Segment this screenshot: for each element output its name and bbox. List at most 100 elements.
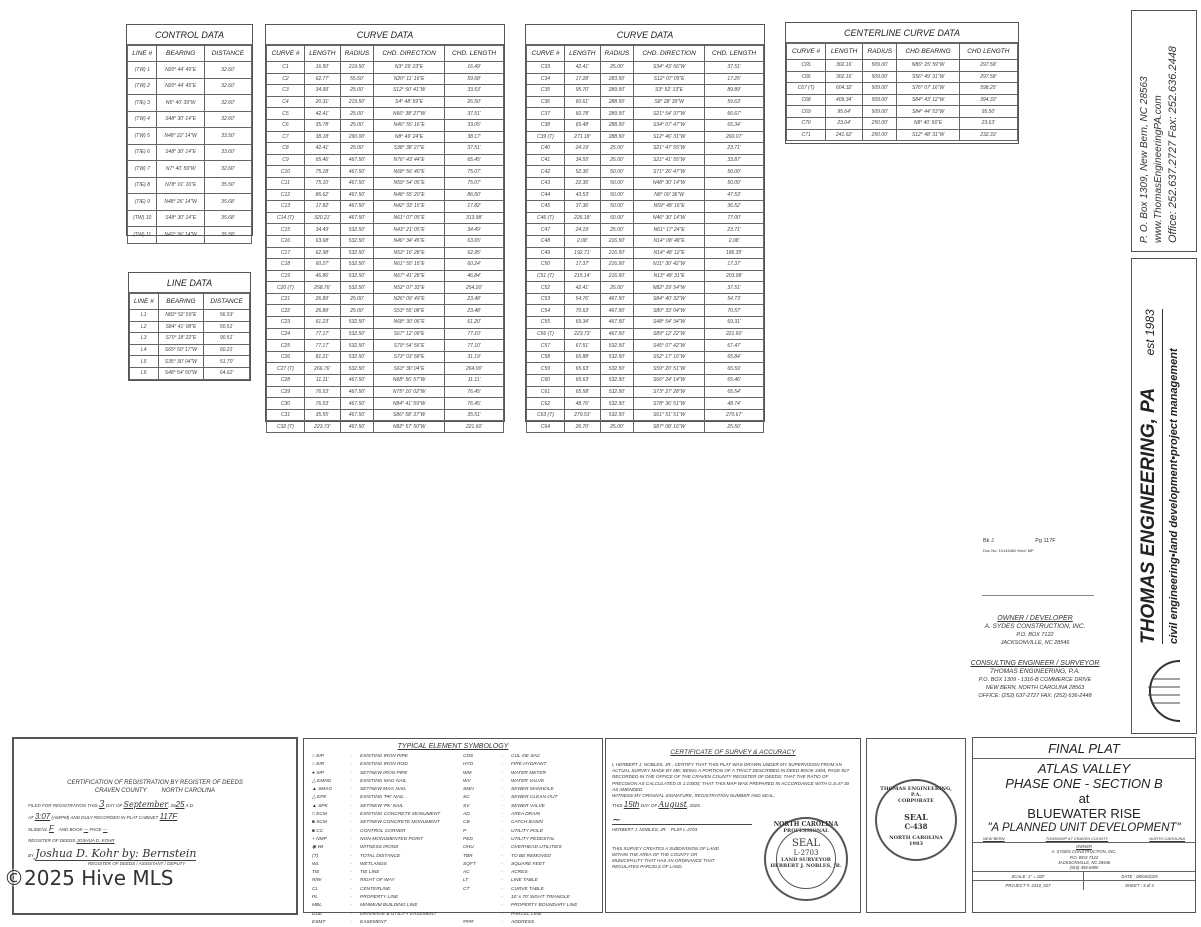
table-row: C24 77.17' 532.50' S67° 12' 09"E 77.10' (266, 327, 504, 341)
table-cell: 532.50' (339, 350, 375, 364)
table-cell: S61° 51' 51"W (633, 408, 706, 422)
column-header: CURVE # (785, 43, 827, 60)
table-row: C68 409.34' 509.00' S84° 43' 12"W 394.33' (785, 93, 1019, 107)
curve-data-table-2: CURVE DATA CURVE # LENGTH RADIUS CHD. DIRECT… (525, 24, 765, 433)
table-cell: 50.00' (599, 165, 635, 178)
table-cell: 32.60' (203, 61, 253, 79)
table-cell: 11.11' (303, 374, 341, 387)
table-cell: 279.53' (563, 408, 601, 422)
at-label: AT (28, 815, 34, 820)
symbol-code: LT (463, 878, 469, 884)
table-cell: L3 (129, 332, 159, 345)
symbol-description: EXISTING CONCRETE MONUMENT (360, 812, 441, 818)
table-cell: 25.00' (599, 61, 635, 74)
scale: SCALE: 1" = 100' (973, 872, 1084, 882)
table-cell: N46° 55' 16"E (373, 118, 446, 132)
table-cell: 77.17' (303, 339, 341, 352)
table-cell: (TIE) 6 (126, 143, 158, 161)
table-cell: 75.07' (444, 165, 504, 178)
location-city: NEW BERN (983, 836, 1005, 841)
table-row: C6 35.78' 25.00' N46° 55' 16"E 33.05' (266, 118, 504, 132)
column-header: DISTANCE (203, 293, 250, 310)
table-cell: S73° 03' 58"E (373, 350, 446, 364)
table-cell: 65.34' (704, 118, 764, 132)
table-row: C59 65.63' 532.50' S59° 20' 51"W 65.59' (526, 362, 764, 376)
table-cell: N68° 30' 06"E (373, 316, 446, 329)
table-cell: C55 (526, 316, 565, 329)
table-cell: 297.58' (958, 70, 1019, 84)
table-row: C30 76.53' 467.50' N84° 41' 59"W 76.45' (266, 397, 504, 410)
table-cell: C40 (526, 142, 565, 155)
table-cell: N6° 40' 39"W (156, 94, 205, 112)
table-cell: 35.68' (203, 209, 253, 227)
table-cell: C1 (266, 61, 305, 74)
symbol-description: AREA DRAIN (511, 812, 541, 818)
column-header: CHD BEARING (896, 43, 960, 60)
table-cell: C26 (266, 350, 305, 364)
table-row: C35 95.70' 289.50' S3° 52' 13"E 89.89' (526, 84, 764, 97)
table-cell: C34 (526, 72, 565, 86)
table-cell: 50.00' (599, 200, 635, 213)
table-cell: 509.00' (862, 59, 898, 72)
symbol-description: WETLANDS (360, 861, 387, 867)
signer-name: HERBERT J. NOBLES, JR. - PLS# L-2703 (612, 827, 698, 833)
table-cell: S48° 54' 34"W (633, 316, 706, 329)
location-state: NORTH CAROLINA (1149, 836, 1185, 841)
table-cell: 17.37' (563, 258, 601, 271)
table-cell: 37.51' (444, 142, 504, 155)
table-row: L1 N83° 52' 59"E 56.53' (129, 309, 250, 322)
table-cell: S48° 54' 50"W (157, 366, 205, 380)
table-cell: N59° 48' 16"E (633, 200, 706, 213)
table-cell: 95.50' (958, 105, 1019, 118)
seal-state: NORTH CAROLINA (889, 835, 943, 841)
watermark: ©2025 Hive MLS (4, 866, 174, 890)
table-cell: N48° 55' 20"E (373, 188, 446, 202)
table-row: C65 302.16' 509.00' N86° 25' 59"W 297.58' (785, 59, 1019, 72)
table-cell: C57 (526, 339, 565, 352)
slide-label: SLIDE/VL (28, 827, 48, 832)
table-cell: C61 (526, 385, 565, 399)
table-cell: 203.98' (704, 269, 764, 283)
table-cell: 17.82' (444, 200, 504, 213)
at-label: at (1078, 791, 1090, 806)
symbol-description: MINIMUM BUILDING LINE (360, 903, 418, 909)
table-cell: 70.63' (563, 304, 601, 318)
table-cell: 77.10' (444, 327, 504, 341)
table-cell: 61.20' (444, 316, 504, 329)
table-cell: N3° 29' 23"E (373, 61, 446, 74)
table-row: (TW) 1 N20° 44' 49"E 32.60' (126, 61, 253, 79)
table-cell: 66.67' (704, 107, 764, 120)
owner-address2: JACKSONVILLE, NC 28546 (1057, 859, 1111, 865)
certificate-witness: WITNESS MY ORIGINAL SIGNATURE, REGISTRAT… (612, 793, 775, 799)
table-cell: 192.71' (563, 246, 601, 260)
table-cell: 288.50' (599, 130, 635, 144)
table-cell: 223.73' (563, 327, 601, 341)
table-cell: 32.60' (203, 94, 253, 112)
table-cell: 70.57' (704, 304, 764, 318)
symbol-code: △ EMNG (312, 778, 332, 784)
table-cell: C9 (266, 153, 305, 167)
table-cell: 232.33' (958, 128, 1019, 142)
symbol-description: ADDRESS (511, 919, 535, 925)
table-cell: C16 (266, 234, 305, 248)
symbol-code: + NMP (312, 836, 327, 842)
filed-time: 3:07 (34, 812, 51, 821)
table-cell: N59° 54' 05"E (373, 176, 446, 190)
table-cell: 33.60' (203, 143, 253, 161)
table-cell: C30 (266, 397, 305, 410)
separator: - (501, 878, 503, 884)
signature-caption: REGISTER OF DEEDS / ASSISTANT / DEPUTY (88, 861, 186, 866)
day-of-label: DAY OF (105, 803, 123, 808)
symbol-code: PL (312, 895, 318, 901)
table-cell: 17.37' (704, 258, 764, 271)
table-cell: S56° 49' 31"W (896, 70, 960, 84)
symbol-code: WL (312, 861, 320, 867)
table-cell: 26.50' (444, 95, 504, 109)
symbol-description: SEWER VALVE (511, 803, 545, 809)
symbol-description: SET/NEW 'PK' NAIL (360, 803, 404, 809)
table-cell: 59.63' (704, 95, 764, 109)
table-row: C18 60.27' 532.50' N61° 55' 15"E 60.24' (266, 258, 504, 271)
table-row: C21 26.89' 25.00' N26° 09' 49"E 23.48' (266, 292, 504, 306)
table-cell: 394.33' (958, 93, 1019, 107)
